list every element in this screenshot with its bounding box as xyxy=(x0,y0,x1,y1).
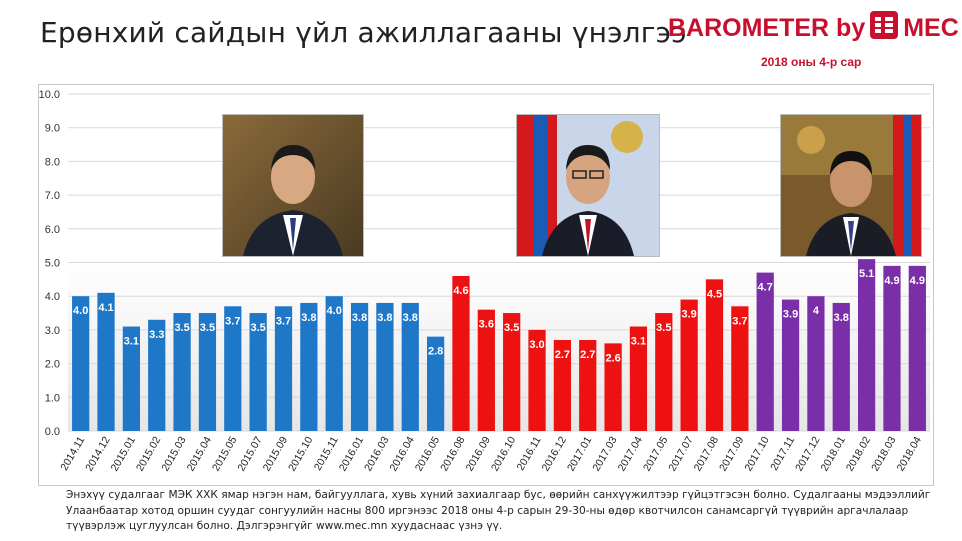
y-tick-label: 3.0 xyxy=(45,325,60,337)
y-tick-label: 7.0 xyxy=(45,190,60,202)
data-label: 3.5 xyxy=(250,322,265,334)
portrait-photo-1-icon xyxy=(222,114,364,257)
data-label: 3.8 xyxy=(352,312,367,324)
data-label: 3.7 xyxy=(276,315,291,327)
data-label: 4.6 xyxy=(453,285,468,297)
bar xyxy=(857,259,876,431)
bar xyxy=(426,336,445,431)
bar xyxy=(300,302,318,431)
data-label: 3.0 xyxy=(529,339,544,351)
bar xyxy=(883,265,901,431)
data-label: 2.6 xyxy=(605,352,620,364)
bar xyxy=(629,326,648,431)
y-tick-label: 6.0 xyxy=(45,224,60,236)
bar-chart: 0.01.02.03.04.05.06.07.08.09.010.04.0201… xyxy=(38,84,934,486)
bar xyxy=(832,302,850,431)
bar xyxy=(528,329,546,431)
data-label: 3.8 xyxy=(834,312,849,324)
brand-logo: BAROMETER by MEC xyxy=(668,10,959,47)
bar xyxy=(908,265,926,431)
bar xyxy=(224,306,242,431)
data-label: 3.8 xyxy=(377,312,392,324)
bar xyxy=(781,299,800,431)
data-label: 3.6 xyxy=(479,319,494,331)
data-label: 3.8 xyxy=(403,312,418,324)
mec-logo-icon xyxy=(869,10,899,47)
data-label: 3.5 xyxy=(504,322,519,334)
data-label: 3.9 xyxy=(681,309,696,321)
brand-mec-text: MEC xyxy=(903,14,959,42)
bar xyxy=(731,306,749,431)
brand-text: BAROMETER by xyxy=(668,14,866,42)
y-tick-label: 2.0 xyxy=(45,359,60,371)
data-label: 4.0 xyxy=(327,305,342,317)
data-label: 3.1 xyxy=(124,336,139,348)
bar xyxy=(325,296,343,431)
bar xyxy=(655,313,673,431)
bar xyxy=(503,313,521,431)
y-tick-label: 9.0 xyxy=(45,123,60,135)
bar xyxy=(198,313,217,431)
data-label: 3.7 xyxy=(732,315,747,327)
bar xyxy=(97,292,115,431)
bar xyxy=(274,306,293,431)
bar xyxy=(122,326,141,431)
bar xyxy=(553,340,572,431)
data-label: 3.1 xyxy=(631,336,646,348)
bar xyxy=(756,272,774,431)
y-tick-label: 4.0 xyxy=(45,291,60,303)
data-label: 4.1 xyxy=(98,302,113,314)
data-label: 2.7 xyxy=(555,349,570,361)
y-tick-label: 5.0 xyxy=(45,258,60,270)
bar xyxy=(350,302,369,431)
data-label: 3.5 xyxy=(200,322,215,334)
footnote-text: Энэхүү судалгааг МЭК ХХК ямар нэгэн нам,… xyxy=(66,489,931,532)
y-tick-label: 1.0 xyxy=(45,392,60,404)
data-label: 4 xyxy=(813,305,820,317)
data-label: 3.8 xyxy=(301,312,316,324)
portrait-photo-3-icon xyxy=(780,114,922,257)
data-label: 3.5 xyxy=(174,322,189,334)
bar xyxy=(401,302,419,431)
data-label: 4.5 xyxy=(707,288,722,300)
plot-background xyxy=(68,262,930,431)
y-tick-label: 10.0 xyxy=(39,89,60,101)
y-tick-label: 8.0 xyxy=(45,156,60,168)
data-label: 4.9 xyxy=(910,275,925,287)
bar xyxy=(807,296,825,431)
bar xyxy=(249,313,267,431)
bar xyxy=(376,302,394,431)
data-label: 3.9 xyxy=(783,309,798,321)
data-label: 4.7 xyxy=(758,282,773,294)
data-label: 2.7 xyxy=(580,349,595,361)
bar xyxy=(72,296,90,431)
chart-subtitle: 2018 оны 4-р сар xyxy=(761,55,862,69)
y-tick-label: 0.0 xyxy=(45,426,60,438)
data-label: 2.8 xyxy=(428,346,443,358)
bar xyxy=(452,275,470,431)
data-label: 5.1 xyxy=(859,268,874,280)
chart-area: 0.0 1.0 2.0 3.0 4.0 5.0 6.0 7.0 8.0 9.0 10.0 4.0 201… xyxy=(38,84,934,486)
bar xyxy=(604,343,622,431)
bar xyxy=(173,313,191,431)
bar xyxy=(705,279,724,431)
data-label: 4.9 xyxy=(884,275,899,287)
bar xyxy=(477,309,495,431)
bar xyxy=(148,319,166,431)
data-label: 3.3 xyxy=(149,329,164,341)
bar xyxy=(680,299,698,431)
data-label: 4.0 xyxy=(73,305,88,317)
bar xyxy=(579,340,597,431)
data-label: 3.7 xyxy=(225,315,240,327)
portrait-photo-2-icon xyxy=(516,114,660,257)
data-label: 3.5 xyxy=(656,322,671,334)
page-title: Ерөнхий сайдын үйл ажиллагааны үнэлгээ xyxy=(40,16,687,49)
